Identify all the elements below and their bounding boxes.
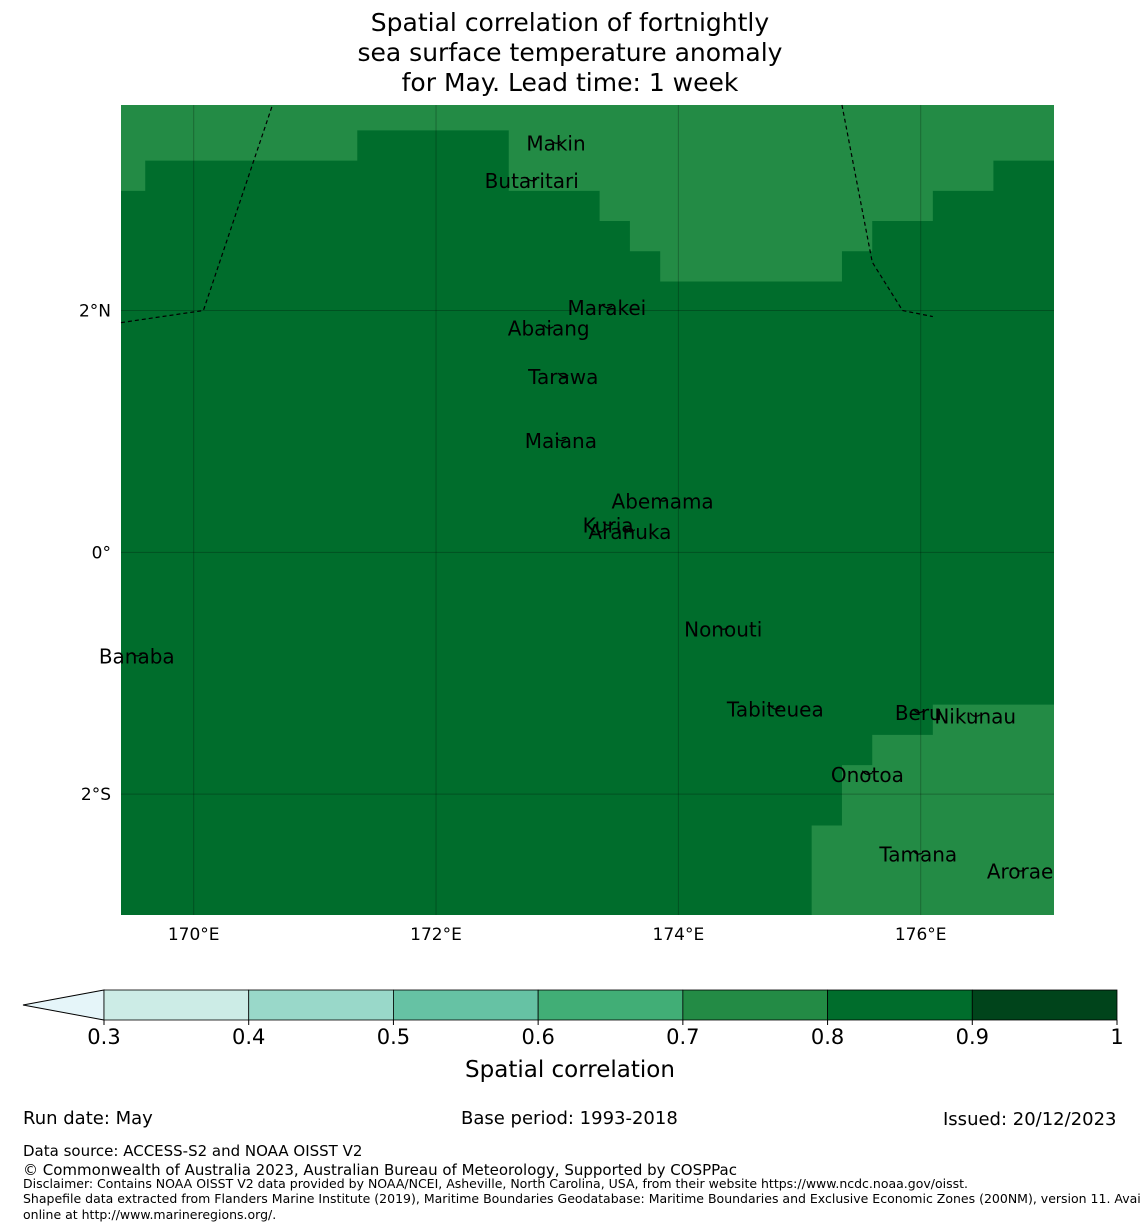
- island-label-tabiteuea: Tabiteuea: [726, 697, 824, 721]
- eez-boundary-line: [120, 104, 274, 324]
- map-title: Spatial correlation of fortnightly sea s…: [0, 8, 1140, 98]
- island-outline: [131, 651, 143, 657]
- base-period: Base period: 1993-2018: [461, 1108, 678, 1129]
- lat-tick-label: 2°N: [79, 302, 111, 322]
- island-outline: [1014, 867, 1026, 872]
- correlation-field: [121, 105, 1054, 915]
- island-label-kuria: Kuria: [583, 514, 634, 538]
- island-label-nikunau: Nikunau: [934, 705, 1016, 729]
- copyright: © Commonwealth of Australia 2023, Austra…: [23, 1161, 737, 1179]
- run-date: Run date: May: [23, 1108, 153, 1129]
- island-label-abaiang: Abaiang: [508, 317, 590, 341]
- island-label-arorae: Arorae: [987, 859, 1053, 883]
- graticule: [121, 105, 1054, 915]
- axis-tick-labels: 170°E 172°E 174°E 176°E 2°N 0° 2°S: [79, 302, 947, 945]
- colorbar-tick-label: 0.5: [377, 1025, 410, 1049]
- lon-tick-label: 170°E: [168, 925, 220, 945]
- shapefile-credit-url: online at http://www.marineregions.org/.: [23, 1207, 277, 1222]
- colorbar-swatch: [971, 989, 1118, 1021]
- title-line-3: for May. Lead time: 1 week: [401, 68, 739, 97]
- title-line-2: sea surface temperature anomaly: [357, 38, 783, 67]
- island-label-butaritari: Butaritari: [485, 169, 579, 193]
- title-line-1: Spatial correlation of fortnightly: [370, 8, 770, 37]
- island-label-nonouti: Nonouti: [684, 618, 762, 642]
- colorbar-swatch: [248, 989, 394, 1021]
- lon-tick-label: 176°E: [895, 925, 947, 945]
- island-outline: [555, 436, 567, 442]
- colorbar-tick-label: 0.9: [956, 1025, 989, 1049]
- island-outline: [912, 708, 924, 714]
- island-outline: [912, 850, 924, 855]
- colorbar-label: Spatial correlation: [465, 1057, 675, 1083]
- island-outline: [557, 372, 569, 378]
- disclaimer: Disclaimer: Contains NOAA OISST V2 data …: [23, 1176, 968, 1191]
- lat-tick-label: 0°: [92, 543, 111, 563]
- island-outline: [550, 139, 562, 144]
- island-outline: [717, 625, 729, 630]
- island-outline: [543, 324, 555, 329]
- island-label-banaba: Banaba: [99, 644, 175, 668]
- island-label-aranuka: Aranuka: [588, 520, 671, 544]
- lon-tick-label: 174°E: [653, 925, 705, 945]
- island-outline: [602, 521, 614, 526]
- island-outline: [601, 303, 613, 309]
- island-outline: [769, 705, 781, 710]
- colorbar-tick-label: 0.4: [232, 1025, 265, 1049]
- colorbar-tick-label: 0.3: [87, 1025, 120, 1049]
- colorbar-tick-label: 1: [1110, 1025, 1123, 1049]
- issued-date: Issued: 20/12/2023: [943, 1109, 1117, 1130]
- correlation-region-0-7-0-8-2: [811, 704, 1054, 915]
- colorbar-swatch: [103, 989, 250, 1021]
- colorbar-tick-label: 0.7: [666, 1025, 699, 1049]
- island-outline: [969, 712, 981, 717]
- island-label-onotoa: Onotoa: [831, 763, 904, 787]
- lon-tick-label: 172°E: [410, 925, 462, 945]
- island-label-tarawa: Tarawa: [527, 365, 598, 389]
- island-label-marakei: Marakei: [568, 296, 647, 320]
- island-label-beru: Beru: [895, 701, 942, 725]
- island-outline: [861, 770, 873, 775]
- colorbar-tick-label: 0.6: [521, 1025, 554, 1049]
- colorbar-extend-arrow: [22, 989, 105, 1021]
- colorbar-tick-label: 0.8: [811, 1025, 844, 1049]
- colorbar-swatch: [393, 989, 539, 1021]
- island-outline: [526, 176, 538, 182]
- data-source: Data source: ACCESS-S2 and NOAA OISST V2: [23, 1142, 363, 1160]
- colorbar: 0.3 0.4 0.5 0.6 0.7 0.8 0.9 1 Spatial correlatio…: [22, 989, 1124, 1083]
- lat-tick-label: 2°S: [81, 785, 111, 805]
- island-label-tamana: Tamana: [878, 843, 957, 867]
- eez-boundary-line: [841, 104, 933, 318]
- colorbar-swatch: [537, 989, 684, 1021]
- colorbar-swatch: [682, 989, 828, 1021]
- correlation-region-0-7-0-8-1: [121, 105, 1054, 282]
- colorbar-swatch: [827, 989, 973, 1021]
- island-outline: [624, 527, 636, 532]
- island-label-abemama: Abemama: [612, 490, 714, 514]
- island-label-makin: Makin: [526, 132, 585, 156]
- island-label-maiana: Maiana: [525, 429, 597, 453]
- shapefile-credit: Shapefile data extracted from Flanders M…: [23, 1191, 1140, 1206]
- island-outline: [657, 497, 668, 502]
- eez-boundaries: [120, 104, 933, 324]
